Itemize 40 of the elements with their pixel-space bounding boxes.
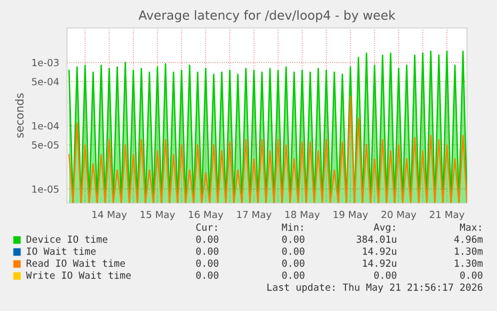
- text: 0.00: [196, 271, 218, 279]
- text: 14.92u: [363, 259, 396, 267]
- text: 0.00: [282, 235, 304, 243]
- text: 384.01u: [356, 235, 396, 243]
- x-tick-label: 15 May: [140, 210, 175, 220]
- y-tick-label: 1e-04: [32, 122, 59, 130]
- text: 1.30m: [454, 259, 483, 267]
- text: Avg:: [374, 224, 395, 233]
- legend-label: Read IO Wait time: [26, 259, 125, 267]
- text: 0.00: [282, 271, 304, 279]
- text: 0.00: [282, 247, 304, 255]
- legend-label: IO Wait time: [26, 247, 96, 255]
- y-tick-label: 5e-04: [32, 78, 59, 86]
- text: Max:: [460, 224, 481, 231]
- text: 0.00: [196, 247, 218, 255]
- y-axis-title: seconds: [15, 93, 24, 138]
- x-tick-label: 20 May: [382, 210, 416, 220]
- text: 0.00: [282, 259, 304, 267]
- text: 0.00: [374, 271, 396, 279]
- y-tick-label: 5e-05: [32, 141, 59, 149]
- text: 4.96m: [454, 235, 483, 243]
- text: 1.30m: [454, 247, 483, 255]
- chart-title: Average latency for /dev/loop4 - by week: [138, 10, 396, 22]
- x-tick-label: 14 May: [92, 210, 127, 220]
- x-tick-label: 19 May: [334, 210, 368, 220]
- legend-label: Write IO Wait time: [26, 271, 131, 279]
- text: Last update: Thu May 21 21:56:17 2026: [267, 283, 482, 293]
- x-tick-label: 18 May: [285, 210, 320, 220]
- text: 0.00: [196, 259, 218, 267]
- text: 0.00: [196, 235, 218, 243]
- text: 0.00: [460, 271, 482, 279]
- y-tick-label: 1e-05: [32, 185, 59, 193]
- legend-label: Device IO time: [26, 235, 108, 243]
- text: Min:: [282, 223, 303, 231]
- text: Cur:: [196, 223, 217, 231]
- text: 14.92u: [363, 247, 396, 255]
- y-tick-label: 1e-03: [32, 58, 59, 66]
- x-tick-label: 16 May: [188, 210, 224, 220]
- x-tick-label: 17 May: [237, 210, 272, 220]
- x-tick-label: 21 May: [430, 210, 464, 220]
